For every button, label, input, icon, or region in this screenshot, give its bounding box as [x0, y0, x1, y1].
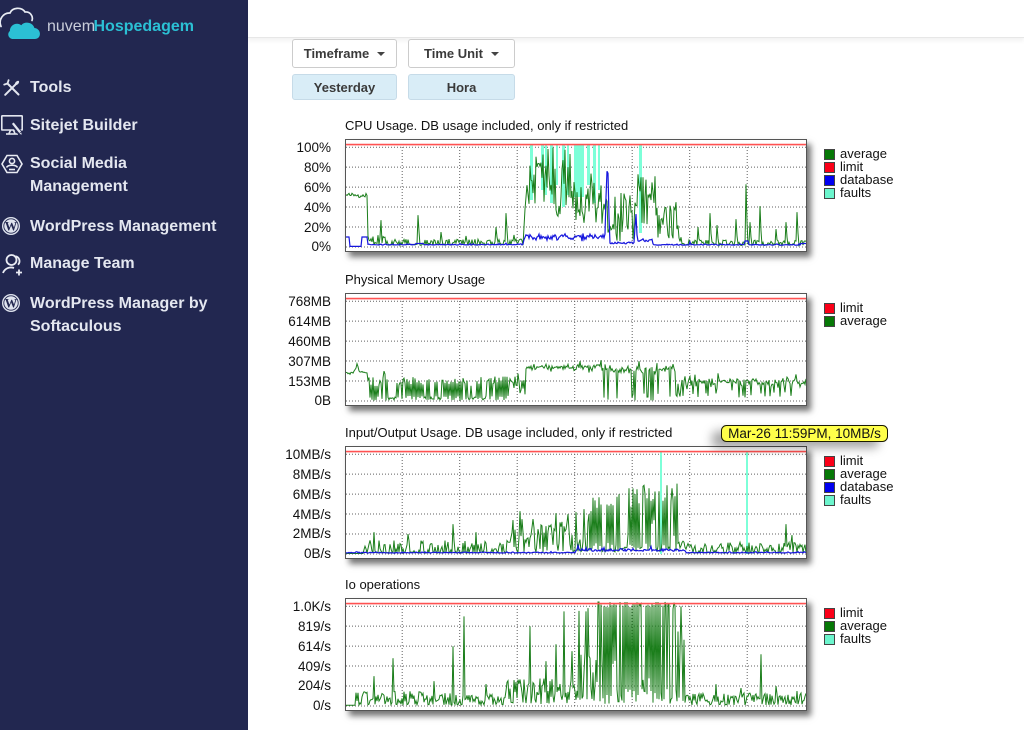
svg-text:W: W — [5, 296, 18, 310]
svg-text:nuvem: nuvem — [47, 18, 95, 35]
svg-text:W: W — [5, 219, 18, 233]
svg-text:Hospedagem: Hospedagem — [94, 18, 194, 35]
